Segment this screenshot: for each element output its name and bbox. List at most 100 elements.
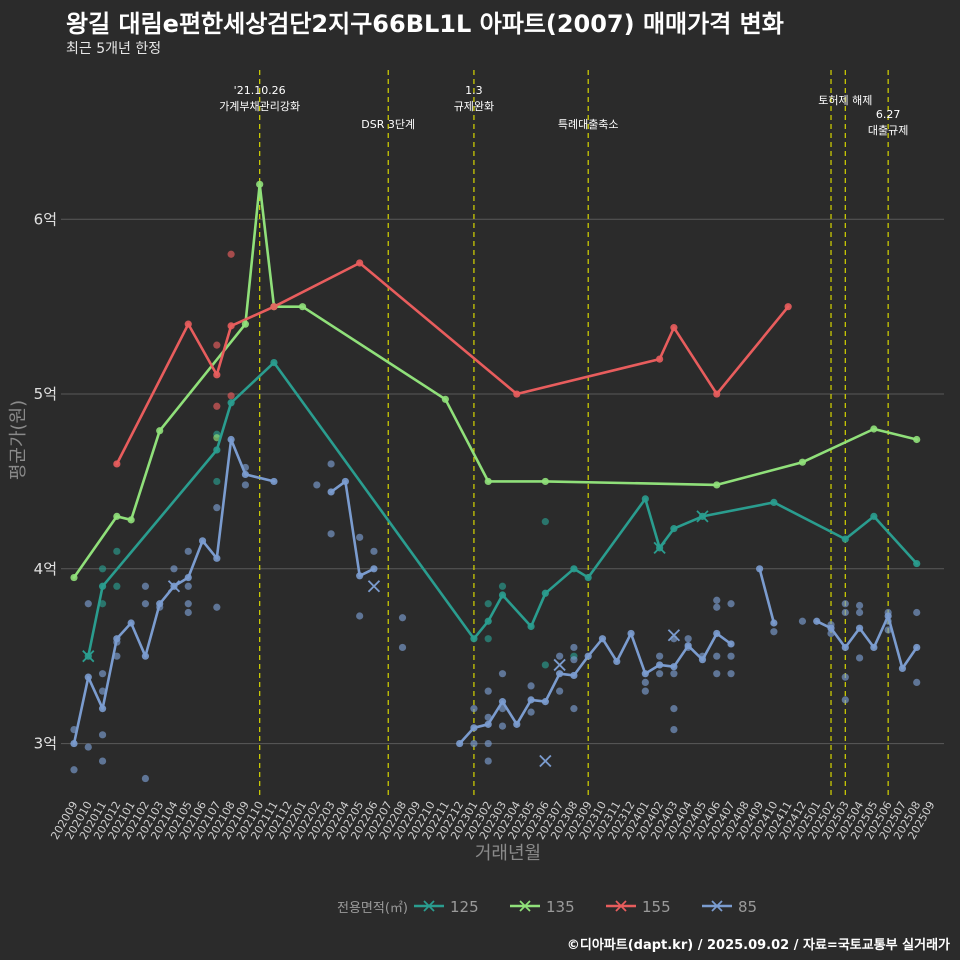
data-point-85 <box>370 565 378 573</box>
data-point-85 <box>484 739 492 748</box>
data-point-85 <box>98 687 107 695</box>
data-point-85 <box>456 739 464 748</box>
data-point-85 <box>713 670 721 678</box>
data-point-85 <box>527 708 535 716</box>
data-point-125 <box>270 358 278 367</box>
data-point-125 <box>213 446 221 454</box>
data-point-85 <box>641 678 649 687</box>
data-point-125 <box>870 512 878 520</box>
data-point-85 <box>727 640 735 648</box>
data-point-85 <box>627 629 635 638</box>
data-point-85 <box>670 670 678 678</box>
data-point-125 <box>98 582 107 590</box>
y-tick-label: 3억 <box>34 735 57 753</box>
data-point-85 <box>527 696 535 704</box>
data-point-85 <box>541 698 549 706</box>
data-point-125 <box>470 635 478 643</box>
data-point-125 <box>484 635 492 643</box>
data-point-85 <box>770 628 778 636</box>
series-line-85 <box>758 567 776 625</box>
event-label: 토허제 해제 <box>818 93 872 107</box>
y-axis-title: 평균가(원) <box>8 400 29 480</box>
data-point-85 <box>656 670 664 678</box>
data-point-85 <box>513 720 521 728</box>
data-point-85 <box>113 652 121 660</box>
data-point-85 <box>484 720 492 728</box>
data-point-135 <box>484 477 492 486</box>
data-point-85 <box>727 652 735 660</box>
data-point-85 <box>84 743 92 751</box>
legend-item-135: 135 <box>510 898 575 916</box>
data-point-85 <box>70 766 78 774</box>
data-point-85 <box>327 460 335 468</box>
data-point-85 <box>913 643 921 652</box>
data-point-85 <box>855 624 864 632</box>
data-point-85 <box>470 724 478 732</box>
data-point-85 <box>356 612 364 620</box>
data-point-135 <box>798 458 807 466</box>
y-tick-label: 6억 <box>34 210 57 228</box>
cross-marker-85 <box>167 580 181 593</box>
data-point-135 <box>913 435 921 444</box>
data-point-85 <box>156 600 164 608</box>
data-point-125 <box>98 565 107 573</box>
data-point-85 <box>855 654 864 662</box>
cross-marker-125 <box>653 541 666 554</box>
data-point-85 <box>556 652 564 660</box>
data-point-85 <box>527 682 535 690</box>
data-point-135 <box>241 320 249 328</box>
series-line-135 <box>72 183 919 579</box>
data-point-85 <box>184 608 192 617</box>
event-label: 1.3 <box>465 84 483 97</box>
data-point-135 <box>713 481 721 489</box>
legend: 전용면적(㎡) 125 135 155 85 <box>337 898 757 916</box>
series-line-85 <box>458 632 733 745</box>
legend-title: 전용면적(㎡) <box>337 901 408 916</box>
cross-marker-85 <box>553 658 566 672</box>
data-point-125 <box>584 573 592 582</box>
data-point-85 <box>641 687 649 695</box>
data-point-85 <box>141 774 150 783</box>
data-point-125 <box>113 582 121 590</box>
data-point-85 <box>684 642 692 650</box>
event-label: DSR 3단계 <box>361 118 415 131</box>
data-point-85 <box>670 705 678 713</box>
data-point-125 <box>213 477 221 486</box>
data-point-155 <box>227 392 235 400</box>
chart-title: 왕길 대림e편한세상검단2지구66BL1L 아파트(2007) 매매가격 변화 <box>66 10 784 38</box>
data-point-85 <box>584 652 592 660</box>
data-point-85 <box>356 533 364 541</box>
data-point-85 <box>341 477 349 486</box>
data-point-85 <box>84 673 92 681</box>
data-point-85 <box>670 663 678 671</box>
data-point-135 <box>127 516 135 524</box>
data-point-85 <box>213 504 221 512</box>
data-point-85 <box>198 537 207 545</box>
event-label: '21.10.26 <box>234 84 286 97</box>
data-point-85 <box>398 614 407 622</box>
data-point-85 <box>213 603 221 611</box>
data-point-85 <box>713 603 721 611</box>
x-axis-title: 거래년월 <box>475 843 541 864</box>
data-point-85 <box>484 757 492 765</box>
legend-item-125: 125 <box>414 898 479 916</box>
data-point-155 <box>656 355 664 363</box>
data-point-85 <box>327 488 335 496</box>
data-point-85 <box>841 673 849 681</box>
data-point-135 <box>156 427 164 435</box>
data-point-135 <box>541 477 549 486</box>
data-point-85 <box>670 725 678 734</box>
data-point-125 <box>541 518 549 526</box>
data-point-125 <box>113 547 121 555</box>
data-point-85 <box>827 624 835 632</box>
data-point-85 <box>556 687 564 695</box>
cross-marker-85 <box>667 629 681 642</box>
data-point-155 <box>356 259 364 267</box>
data-point-85 <box>855 601 864 610</box>
legend-label: 135 <box>546 898 575 916</box>
data-point-85 <box>184 547 192 555</box>
event-label: 특례대출축소 <box>558 118 619 131</box>
legend-label: 155 <box>642 898 671 916</box>
axis-layer: 3억4억5억6억20200920201020201120201220210120… <box>34 210 938 842</box>
